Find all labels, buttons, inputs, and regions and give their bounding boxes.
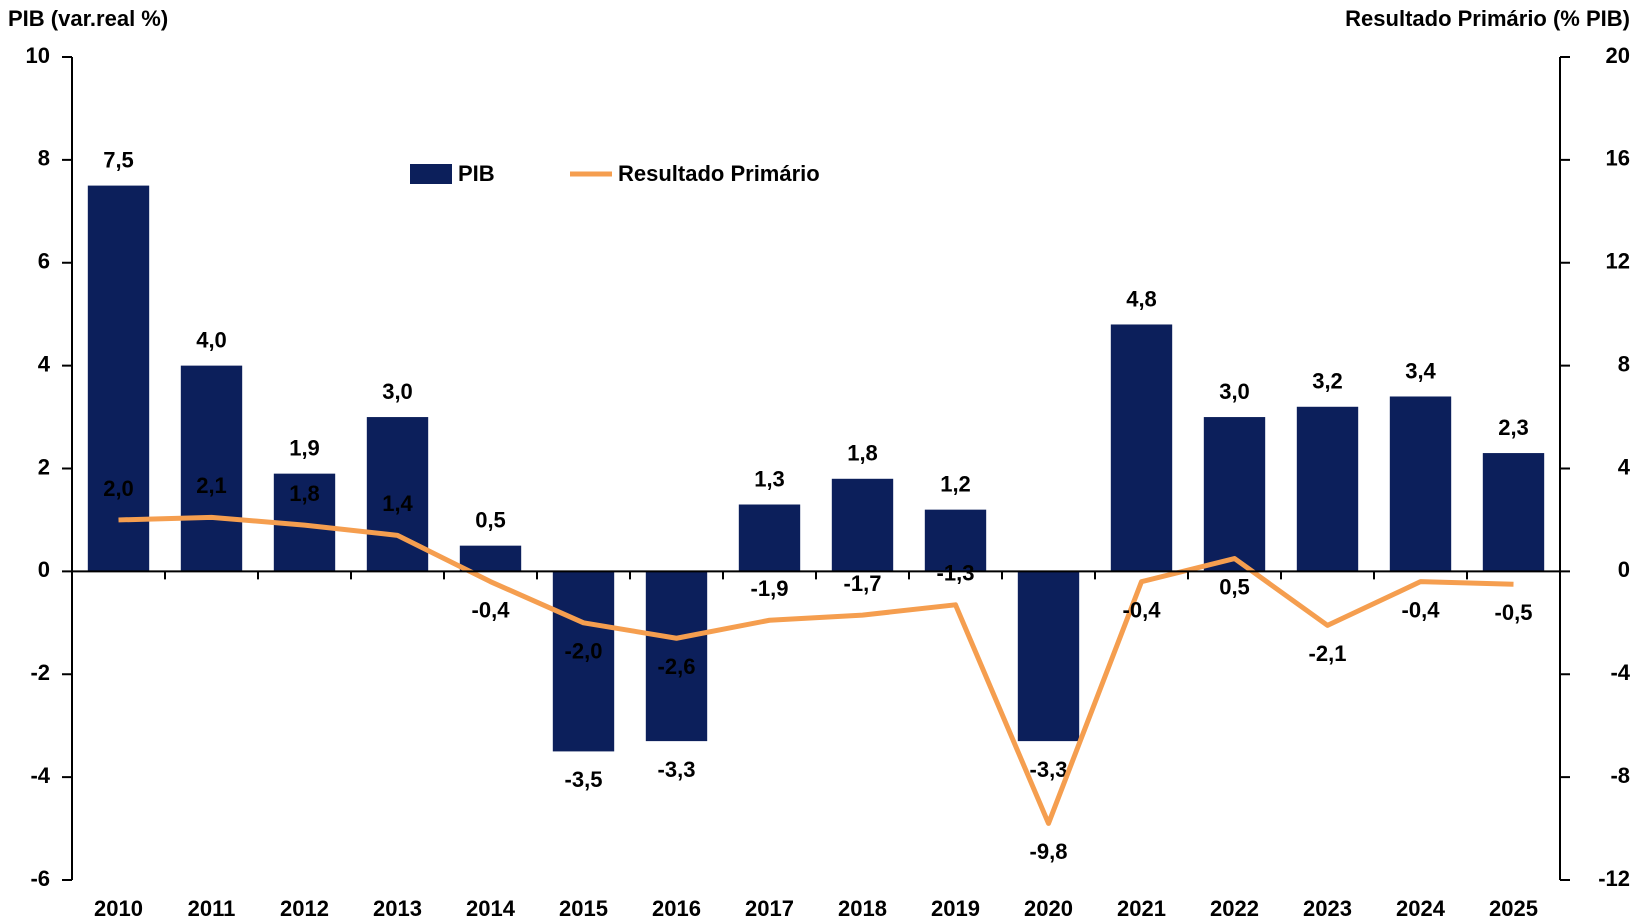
y-tick-label: -2 (30, 660, 50, 685)
line-value-label: 2,1 (196, 473, 227, 498)
bar-value-label: 3,0 (1219, 379, 1250, 404)
y-tick-label: 2 (38, 454, 50, 479)
bar (87, 185, 150, 572)
bar (552, 571, 615, 752)
x-tick-label: 2016 (652, 896, 701, 921)
bar (738, 504, 801, 572)
bar-value-label: 4,8 (1126, 286, 1157, 311)
bar-value-label: 1,2 (940, 471, 971, 496)
bar-value-label: -3,3 (1030, 757, 1068, 782)
bar (1110, 324, 1173, 572)
x-tick-label: 2024 (1396, 896, 1446, 921)
legend-label: Resultado Primário (618, 161, 820, 186)
x-tick-label: 2020 (1024, 896, 1073, 921)
line-value-label: 2,0 (103, 476, 134, 501)
bar (459, 545, 522, 572)
bar-value-label: 3,4 (1405, 358, 1436, 383)
legend-label: PIB (458, 161, 495, 186)
y2-tick-label: 4 (1618, 454, 1631, 479)
y2-tick-label: 0 (1618, 557, 1630, 582)
y2-axis-label: Resultado Primário (% PIB) (1345, 6, 1630, 31)
y2-tick-label: 20 (1606, 43, 1630, 68)
x-tick-label: 2013 (373, 896, 422, 921)
bar-value-label: 3,2 (1312, 369, 1343, 394)
bar (831, 478, 894, 572)
bar (645, 571, 708, 742)
y2-tick-label: 16 (1606, 146, 1630, 171)
y-tick-label: 4 (38, 351, 51, 376)
y2-tick-label: -4 (1610, 660, 1630, 685)
x-tick-label: 2022 (1210, 896, 1259, 921)
y-tick-label: -4 (30, 763, 50, 788)
x-tick-label: 2011 (188, 896, 236, 921)
bar-value-label: 1,3 (754, 466, 785, 491)
legend-swatch (410, 164, 452, 184)
bar-value-label: 1,9 (289, 435, 320, 460)
y2-tick-label: 12 (1606, 249, 1630, 274)
bar-value-label: -3,3 (658, 757, 696, 782)
x-tick-label: 2019 (931, 896, 980, 921)
line-value-label: -9,8 (1030, 839, 1068, 864)
bar-value-label: 1,8 (847, 441, 878, 466)
bar-value-label: 2,3 (1498, 415, 1529, 440)
bar-value-label: 4,0 (196, 327, 227, 352)
line-value-label: -1,7 (844, 571, 882, 596)
bar-value-label: -3,5 (565, 767, 603, 792)
bar (1203, 417, 1266, 572)
bar-value-label: 0,5 (475, 507, 506, 532)
x-tick-label: 2025 (1489, 896, 1538, 921)
line (118, 514, 1514, 826)
y-tick-label: 8 (38, 146, 50, 171)
y2-tick-label: -12 (1598, 866, 1630, 891)
line-value-label: -1,3 (937, 561, 975, 586)
bar (1296, 406, 1359, 572)
line-value-label: -2,6 (658, 654, 696, 679)
line-value-label: 1,8 (289, 481, 320, 506)
bar (180, 365, 243, 572)
y-tick-label: 6 (38, 249, 50, 274)
x-tick-label: 2017 (745, 896, 794, 921)
y2-tick-label: -8 (1610, 763, 1630, 788)
x-tick-label: 2012 (280, 896, 329, 921)
bar (1017, 571, 1080, 742)
y-tick-label: 10 (26, 43, 50, 68)
line-value-label: -0,4 (1402, 597, 1441, 622)
x-tick-label: 2010 (94, 896, 143, 921)
x-tick-label: 2014 (466, 896, 516, 921)
line-value-label: -1,9 (751, 576, 789, 601)
bar-value-label: 3,0 (382, 379, 413, 404)
line-value-label: 0,5 (1219, 574, 1250, 599)
y-tick-label: -6 (30, 866, 50, 891)
line-value-label: -2,0 (565, 639, 603, 664)
line-value-label: -0,5 (1495, 600, 1533, 625)
line-value-label: -2,1 (1309, 641, 1347, 666)
line-value-label: -0,4 (472, 597, 511, 622)
y2-tick-label: 8 (1618, 351, 1630, 376)
bar (1482, 453, 1545, 572)
x-tick-label: 2021 (1117, 896, 1166, 921)
x-tick-label: 2015 (559, 896, 608, 921)
bar (924, 509, 987, 572)
bar (1389, 396, 1452, 572)
y-axis-label: PIB (var.real %) (8, 6, 168, 31)
x-tick-label: 2023 (1303, 896, 1352, 921)
line-value-label: -0,4 (1123, 597, 1162, 622)
y-tick-label: 0 (38, 557, 50, 582)
line-value-label: 1,4 (382, 491, 413, 516)
bar-value-label: 7,5 (103, 147, 134, 172)
x-tick-label: 2018 (838, 896, 887, 921)
